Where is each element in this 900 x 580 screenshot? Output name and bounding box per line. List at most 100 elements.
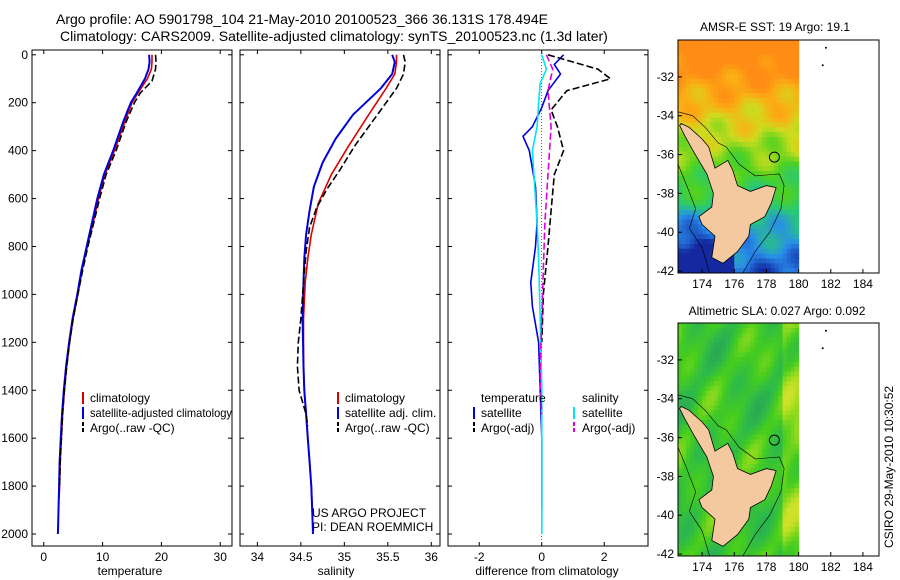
map-cell (750, 40, 755, 46)
map-cell (754, 332, 759, 339)
map-cell (706, 531, 711, 538)
map-cell (738, 429, 743, 436)
map-cell (774, 59, 780, 65)
map-cell (730, 376, 735, 382)
map-cell (678, 195, 683, 201)
map-cell (726, 323, 731, 329)
map-cell (746, 381, 751, 387)
map-cell (722, 74, 727, 80)
map-cell (782, 395, 788, 402)
map-cell (722, 366, 727, 373)
map-cell (786, 371, 792, 377)
map-cell (754, 410, 759, 416)
map-cell (678, 376, 683, 382)
map-cell (754, 258, 759, 264)
map-cell (782, 180, 788, 187)
map-cell (706, 69, 711, 75)
map-cell (678, 551, 683, 556)
map-cell (786, 190, 792, 196)
map-cell (758, 49, 763, 56)
map-cell (766, 507, 771, 513)
map-cell (766, 209, 771, 216)
map-cell (702, 371, 707, 377)
map-cell (698, 410, 703, 416)
map-cell (790, 357, 796, 363)
map-cell (754, 463, 759, 470)
map-cell (694, 332, 699, 339)
map-cell (734, 420, 739, 426)
map-cell (690, 161, 695, 167)
map-cell (758, 366, 763, 373)
map-cell (686, 117, 691, 124)
map-cell (742, 248, 747, 255)
map-cell (754, 234, 759, 240)
map-cell (742, 381, 747, 387)
map-cell (698, 366, 703, 373)
map-cell (682, 258, 687, 264)
map-cell (742, 327, 747, 334)
map-cell (686, 146, 691, 153)
map-cell (678, 332, 683, 339)
map-cell (754, 141, 759, 148)
map-cell (770, 405, 776, 411)
map-cell (742, 424, 747, 431)
map-cell (794, 122, 800, 128)
map-cell (770, 512, 776, 518)
map-cell (710, 146, 715, 153)
map-cell (794, 332, 800, 339)
map-cell (714, 541, 719, 547)
map-cell (762, 171, 767, 177)
map-cell (786, 108, 792, 114)
map-cell (742, 531, 747, 538)
map-cell (750, 112, 755, 119)
map-cell (698, 219, 703, 226)
map-cell (722, 361, 727, 368)
map-cell (730, 44, 735, 51)
map-cell (714, 122, 719, 128)
map-cell (750, 507, 755, 513)
map-cell (714, 405, 719, 411)
map-cell (754, 526, 759, 533)
map-cell (766, 381, 771, 387)
map-cell (774, 98, 780, 104)
map-cell (690, 371, 695, 377)
map-cell (794, 127, 800, 133)
map-cell (698, 190, 703, 196)
map-cell (770, 342, 776, 348)
map-cell (722, 40, 727, 46)
map-cell (742, 347, 747, 353)
map-cell (682, 522, 687, 528)
map-cell (686, 180, 691, 187)
map-cell (782, 507, 788, 513)
map-cell (770, 439, 776, 445)
map-cell (786, 424, 792, 431)
map-cell (794, 175, 800, 182)
map-cell (678, 141, 683, 148)
map-cell (714, 161, 719, 167)
map-cell (686, 49, 691, 56)
map-cell (774, 381, 780, 387)
map-cell (770, 175, 776, 182)
map-cell (794, 141, 800, 148)
map-cell (770, 137, 776, 143)
map-cell (786, 93, 792, 99)
map-cell (766, 415, 771, 421)
map-cell (790, 214, 796, 221)
map-cell (686, 454, 691, 460)
map-cell (694, 74, 699, 80)
map-cell (750, 420, 755, 426)
map-cell (794, 64, 800, 70)
map-cell (778, 551, 784, 556)
map-cell (770, 551, 776, 556)
map-cell (766, 88, 771, 94)
map-cell (786, 410, 792, 416)
map-cell (706, 243, 711, 250)
map-cell (706, 541, 711, 547)
map-cell (706, 200, 711, 206)
map-cell (730, 332, 735, 339)
map-cell (762, 137, 767, 143)
map-cell (686, 44, 691, 51)
map-cell (774, 449, 780, 455)
map-cell (750, 248, 755, 255)
map-cell (782, 195, 788, 201)
